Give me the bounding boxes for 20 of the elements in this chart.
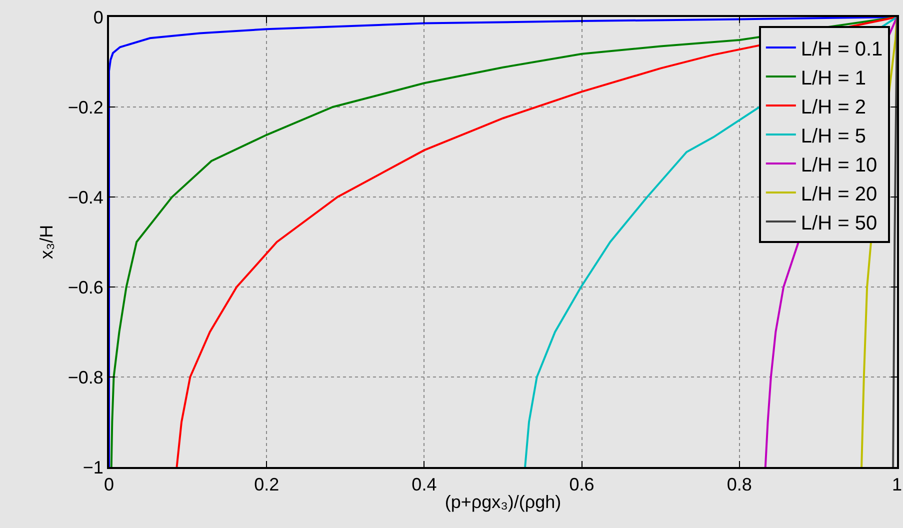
x-axis-title: (p+ρgx₃)/(ρgh): [444, 492, 562, 512]
y-tick-label: −0.8: [68, 367, 104, 388]
x-tick-label: 1: [892, 474, 902, 495]
y-tick-label: −0.6: [68, 277, 104, 298]
legend-label: L/H = 20: [800, 183, 878, 206]
legend-label: L/H = 5: [800, 125, 866, 148]
y-axis-title: x₃/H: [36, 224, 57, 260]
y-tick-label: −0.2: [68, 97, 104, 118]
x-tick-label: 0.4: [412, 474, 437, 495]
x-tick-label: 0.2: [254, 474, 280, 495]
x-tick-label: 0.8: [726, 474, 752, 495]
y-tick-label: 0: [93, 7, 104, 28]
legend-label: L/H = 10: [800, 154, 878, 176]
x-tick-label: 0.6: [569, 474, 594, 495]
legend-label: L/H = 0.1: [800, 38, 883, 60]
y-tick-label: −0.4: [68, 187, 104, 208]
legend-label: L/H = 50: [800, 212, 878, 234]
legend-label: L/H = 2: [800, 96, 866, 118]
y-tick-label: −1: [82, 457, 104, 478]
legend-label: L/H = 1: [800, 67, 866, 90]
